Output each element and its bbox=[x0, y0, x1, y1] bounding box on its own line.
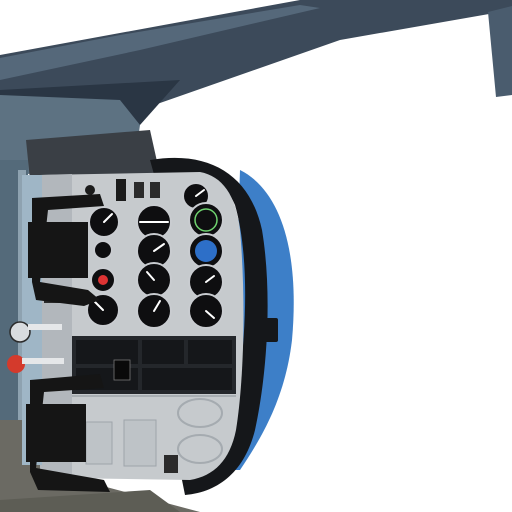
map-pocket bbox=[123, 419, 157, 467]
mag-compass-knob[interactable] bbox=[85, 185, 95, 195]
annunciator-right bbox=[150, 182, 160, 198]
transponder[interactable] bbox=[188, 340, 232, 364]
airspeed-indicator bbox=[88, 206, 120, 238]
autopilot-panel[interactable] bbox=[142, 368, 232, 390]
engine-cluster-gauge bbox=[188, 293, 224, 329]
gauge-cluster bbox=[86, 182, 224, 329]
clock-gauge bbox=[90, 267, 116, 293]
altimeter bbox=[188, 202, 224, 238]
nav1-indicator bbox=[136, 262, 172, 298]
fresh-air-vent-upper[interactable] bbox=[177, 398, 223, 428]
placard bbox=[116, 179, 126, 201]
annunciator-left bbox=[134, 182, 144, 198]
throttle-knob[interactable] bbox=[9, 321, 62, 343]
turn-coordinator bbox=[93, 240, 113, 260]
wing-strut bbox=[488, 6, 512, 97]
pilot-yoke[interactable] bbox=[28, 194, 104, 306]
glovebox-door[interactable] bbox=[85, 421, 113, 465]
nav2-indicator bbox=[188, 264, 224, 300]
copilot-yoke[interactable] bbox=[26, 374, 110, 492]
nav-radio[interactable] bbox=[142, 340, 184, 364]
mixture-knob[interactable] bbox=[7, 355, 64, 373]
fresh-air-vent-lower[interactable] bbox=[177, 434, 223, 464]
adf-indicator bbox=[136, 293, 172, 329]
radio-stack bbox=[72, 336, 236, 394]
roof-frame-highlight bbox=[0, 5, 320, 80]
nose-underside bbox=[0, 490, 180, 512]
rpm-gauge bbox=[86, 293, 120, 327]
comm-display bbox=[113, 359, 131, 381]
panel-latch[interactable] bbox=[262, 318, 278, 342]
vertical-speed-indicator bbox=[188, 233, 224, 269]
elt-switch[interactable] bbox=[164, 455, 178, 473]
